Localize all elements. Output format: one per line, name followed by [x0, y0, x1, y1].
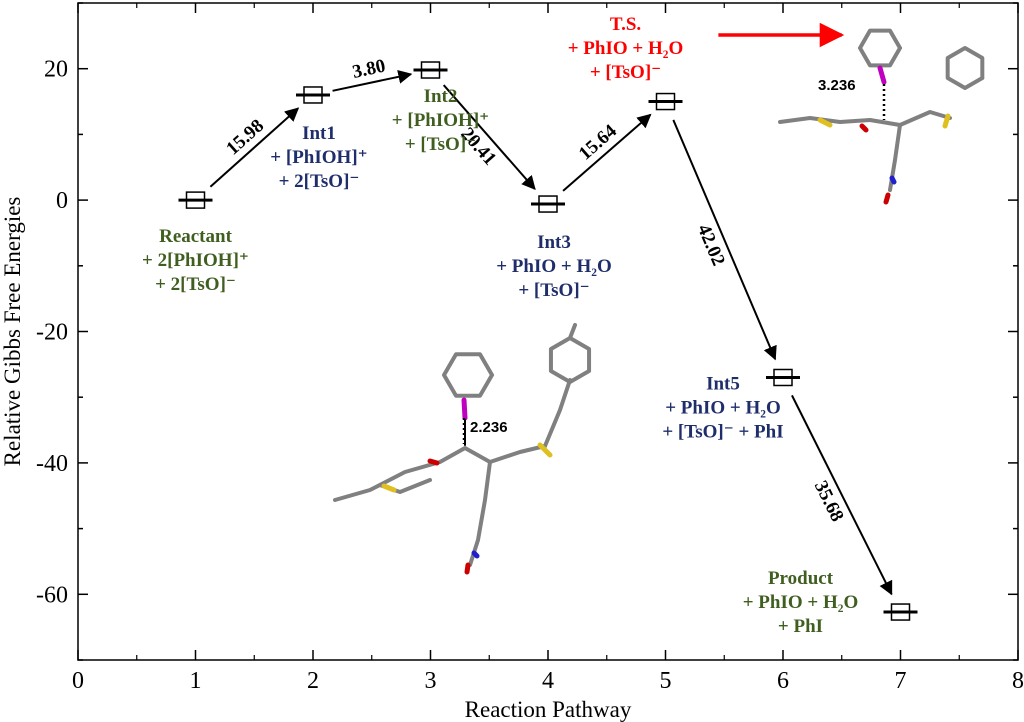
- tosyl-ring-ts: [945, 46, 985, 90]
- nitrogen-atom: [471, 550, 480, 559]
- backbone-ts: [778, 110, 952, 127]
- y-tick-label: -60: [36, 582, 68, 608]
- state-species: + 2[TsO]⁻: [279, 171, 360, 192]
- x-tick-label: 4: [542, 668, 554, 694]
- barrier-label: 35.68: [810, 477, 848, 525]
- state-species: + PhI: [778, 616, 823, 637]
- pathway-arrow: [791, 394, 893, 596]
- energy-point-marker: [185, 191, 206, 209]
- state-name: Product: [768, 568, 834, 589]
- energy-point-marker: [303, 86, 323, 104]
- methyl: [568, 323, 577, 340]
- barrier-label: 15.64: [575, 120, 621, 164]
- state-species: + [TsO]⁻: [518, 280, 589, 301]
- state-species: + PhIO + H₂O: [743, 592, 859, 613]
- y-tick-label: -20: [36, 320, 68, 346]
- nitrogen-atom-ts: [889, 175, 897, 185]
- barrier-label: 42.02: [693, 221, 729, 269]
- y-tick-label: 20: [44, 57, 68, 83]
- sulfonyl: [537, 442, 553, 458]
- state-species: + [PhIOH]⁺: [270, 147, 367, 168]
- energy-point-marker: [890, 603, 911, 621]
- distance-label-int: 2.236: [470, 419, 508, 436]
- sulfonyl-ts: [942, 113, 951, 129]
- energy-point-marker: [420, 61, 441, 79]
- pathway-arrow: [672, 119, 777, 361]
- y-tick-label: -40: [36, 451, 68, 477]
- state-labels: Reactant + 2[PhIOH]⁺ + 2[TsO]⁻ Int1 + [PhIOH…: [142, 14, 858, 637]
- tosyl-link: [543, 378, 572, 448]
- barrier-label: 3.80: [350, 56, 387, 83]
- tick-labels: 0 1 2 3 4 5 6 7 8 -60 -40 -20 0 20: [36, 57, 1024, 694]
- energy-point-marker: [538, 195, 558, 213]
- sulfur-atom-ts: [817, 117, 833, 128]
- state-species: + [TsO]⁻: [590, 62, 661, 83]
- x-tick-label: 6: [777, 668, 789, 694]
- iodine-bond: [461, 397, 468, 421]
- pathway-arrow: [209, 107, 300, 188]
- pathway-arrow: [442, 84, 536, 191]
- state-name: Reactant: [159, 226, 232, 247]
- sulfur-atom: [381, 483, 397, 493]
- phenyl-ring-ts: [858, 28, 902, 68]
- axis-ticks: [77, 2, 1019, 661]
- distance-label-ts: 3.236: [818, 77, 856, 94]
- energy-level-markers: [178, 61, 918, 621]
- pathway-arrow: [332, 69, 413, 92]
- barrier-label: 15.98: [222, 115, 268, 159]
- x-tick-label: 8: [1012, 668, 1024, 694]
- plot-border: [77, 2, 1019, 661]
- oxygen-atom: [427, 458, 440, 466]
- oxygen-atom-ts: [859, 123, 869, 133]
- x-tick-label: 3: [425, 668, 437, 694]
- state-name: Int5: [706, 373, 740, 394]
- x-tick-label: 7: [895, 668, 907, 694]
- pathway-arrows: [209, 22, 893, 596]
- pathway-arrow: [562, 113, 652, 192]
- backbone: [333, 444, 547, 502]
- state-name: Int3: [537, 232, 571, 253]
- state-species: + 2[PhIOH]⁺: [142, 250, 249, 271]
- state-species: + PhIO + H₂O: [496, 256, 612, 277]
- state-name: Int2: [424, 86, 458, 107]
- state-name: Int1: [302, 123, 336, 144]
- nitro-oxygen: [464, 562, 471, 575]
- state-species: + [TsO]⁻: [405, 134, 476, 155]
- x-tick-label: 0: [72, 668, 84, 694]
- y-axis-label: Relative Gibbs Free Energies: [0, 197, 25, 467]
- iodine-bond-ts: [877, 65, 887, 85]
- nitro-oxygen-ts: [883, 192, 891, 205]
- state-species: + [TsO]⁻ + PhI: [662, 421, 783, 442]
- energy-point-marker: [655, 92, 676, 111]
- x-axis-label: Reaction Pathway: [465, 697, 632, 722]
- state-species: + [PhIOH]⁺: [392, 110, 489, 131]
- tosyl-ring: [548, 336, 592, 384]
- energy-point-marker: [773, 368, 793, 387]
- distance-labels: 3.236 2.236: [462, 77, 886, 444]
- x-tick-label: 1: [190, 668, 202, 694]
- state-species: + PhIO + H₂O: [665, 397, 781, 418]
- state-species: + 2[TsO]⁻: [155, 274, 236, 295]
- plot-frame: [77, 2, 1019, 661]
- state-name: T.S.: [610, 14, 641, 35]
- x-tick-label: 2: [307, 668, 319, 694]
- phenyl-ring: [442, 352, 494, 398]
- x-tick-label: 5: [660, 668, 672, 694]
- y-tick-label: 0: [56, 188, 68, 214]
- nitrophenyl: [468, 460, 492, 567]
- molecule-structures: [333, 28, 985, 575]
- state-species: + PhIO + H₂O: [568, 38, 684, 59]
